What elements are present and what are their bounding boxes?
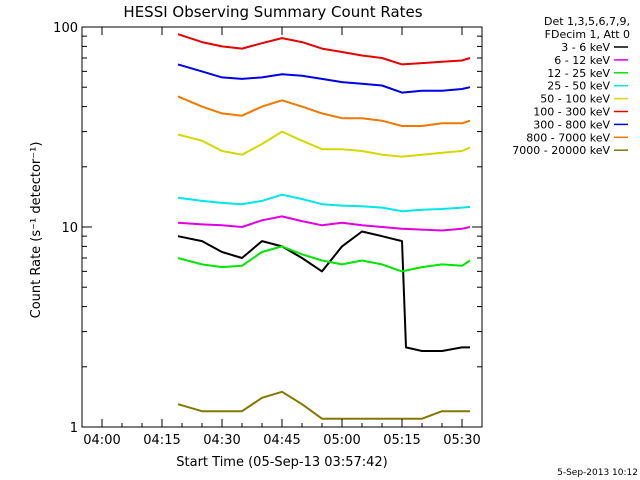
series-line-4 (177, 130, 471, 158)
legend-header-1: FDecim 1, Att 0 (545, 28, 630, 41)
x-tick-label-1: 04:15 (143, 433, 180, 448)
x-tick-label-5: 05:15 (383, 433, 420, 448)
x-tick-label-3: 04:45 (263, 433, 300, 448)
x-tick-label-0: 04:00 (83, 433, 120, 448)
series-line-6 (177, 63, 471, 94)
legend-label-2: 12 - 25 keV (547, 67, 610, 80)
legend-label-8: 7000 - 20000 keV (512, 144, 610, 157)
series-line-1 (177, 215, 471, 232)
series-line-0 (177, 230, 470, 352)
series-line-5 (177, 33, 471, 66)
plot-area (177, 33, 471, 420)
legend-label-6: 300 - 800 keV (533, 118, 610, 131)
series-line-3 (177, 193, 471, 213)
legend-label-4: 50 - 100 keV (540, 93, 610, 106)
legend-label-3: 25 - 50 keV (547, 80, 610, 93)
axes: 04:00 04:15 04:30 04:45 05:00 05:15 05:30 1 10 10… (53, 21, 483, 448)
series-line-7 (177, 95, 471, 127)
legend-label-1: 6 - 12 keV (554, 54, 610, 67)
x-tick-label-4: 05:00 (323, 433, 360, 448)
y-tick-label-2: 100 (53, 21, 78, 36)
legend-label-5: 100 - 300 keV (533, 106, 610, 119)
chart-title: HESSI Observing Summary Count Rates (123, 3, 422, 21)
legend-label-0: 3 - 6 keV (561, 41, 610, 54)
x-tick-label-6: 05:30 (443, 433, 480, 448)
y-tick-label-1: 10 (61, 221, 78, 236)
x-axis-label: Start Time (05-Sep-13 03:57:42) (176, 455, 387, 470)
timestamp: 5-Sep-2013 10:12 (557, 468, 638, 478)
legend: Det 1,3,5,6,7,9,FDecim 1, Att 03 - 6 keV… (512, 15, 630, 157)
y-axis-label: Count Rate (s⁻¹ detector⁻¹) (29, 142, 44, 319)
y-tick-label-0: 1 (70, 421, 78, 436)
series-line-2 (177, 245, 471, 273)
x-tick-label-2: 04:30 (203, 433, 240, 448)
series-line-8 (177, 390, 470, 420)
legend-label-7: 800 - 7000 keV (526, 131, 610, 144)
plot-frame (81, 26, 483, 428)
legend-header-0: Det 1,3,5,6,7,9, (544, 15, 630, 28)
